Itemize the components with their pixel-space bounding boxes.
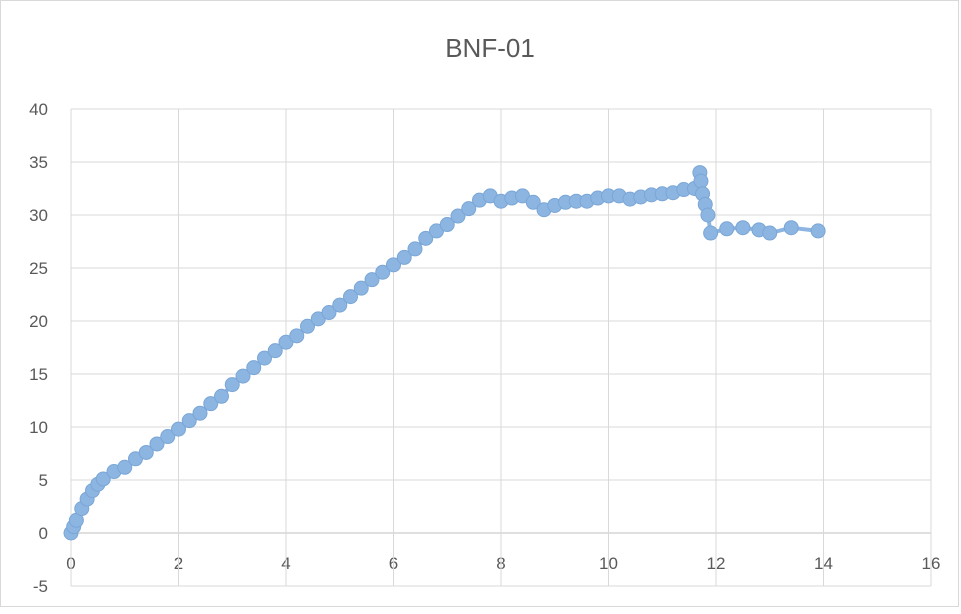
data-point bbox=[343, 289, 358, 305]
y-tick-label: 35 bbox=[29, 153, 48, 172]
y-tick-label: 30 bbox=[29, 206, 48, 225]
data-point bbox=[703, 225, 719, 241]
y-tick-label: 20 bbox=[29, 312, 48, 331]
y-tick-label: 5 bbox=[39, 471, 48, 490]
chart-title: BNF-01 bbox=[445, 33, 535, 63]
data-point bbox=[450, 208, 466, 224]
data-point bbox=[396, 249, 412, 265]
data-point bbox=[138, 444, 154, 460]
y-tick-label: 15 bbox=[29, 365, 48, 384]
data-point bbox=[407, 241, 423, 257]
data-point bbox=[418, 230, 434, 246]
data-point bbox=[693, 173, 709, 189]
data-point bbox=[267, 343, 283, 359]
data-point bbox=[525, 194, 541, 210]
data-point bbox=[117, 459, 133, 475]
y-tick-label: 0 bbox=[39, 524, 48, 543]
data-point bbox=[735, 220, 751, 236]
data-point bbox=[149, 436, 165, 452]
y-tick-label: 10 bbox=[29, 418, 48, 437]
data-point bbox=[300, 318, 315, 334]
data-point bbox=[224, 377, 240, 393]
data-point bbox=[203, 396, 219, 412]
data-point bbox=[289, 328, 305, 344]
data-point bbox=[257, 350, 272, 366]
data-point bbox=[332, 297, 348, 313]
y-tick-label: -5 bbox=[33, 577, 48, 596]
data-point bbox=[783, 220, 799, 236]
y-tick-label: 40 bbox=[29, 100, 48, 119]
data-point bbox=[762, 225, 778, 241]
data-point bbox=[192, 405, 208, 421]
data-point bbox=[439, 217, 455, 233]
data-point bbox=[160, 429, 176, 445]
data-point bbox=[810, 223, 826, 239]
data-point bbox=[171, 421, 186, 437]
data-point bbox=[364, 272, 380, 288]
data-point bbox=[461, 201, 477, 217]
data-point bbox=[375, 264, 391, 280]
data-point bbox=[235, 368, 251, 384]
data-point bbox=[321, 305, 337, 321]
data-point bbox=[246, 360, 262, 376]
data-point bbox=[719, 221, 735, 237]
data-point bbox=[214, 388, 229, 404]
data-point bbox=[700, 207, 716, 223]
data-point bbox=[386, 257, 401, 273]
data-point bbox=[353, 280, 369, 296]
data-point bbox=[95, 471, 111, 487]
y-tick-label: 25 bbox=[29, 259, 48, 278]
data-point bbox=[181, 413, 197, 429]
